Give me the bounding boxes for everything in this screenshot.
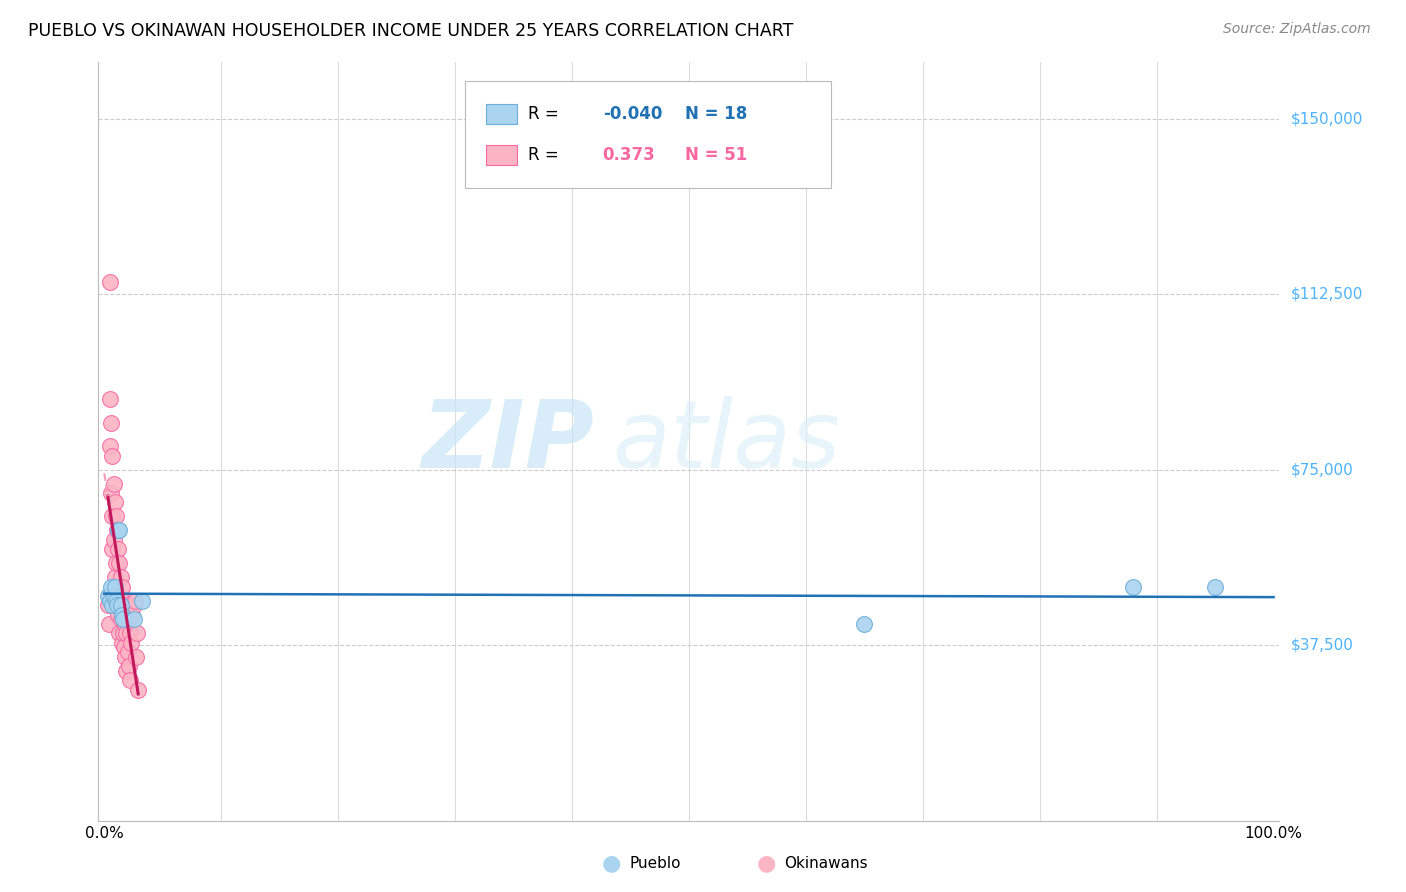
Point [105, 524, 128, 538]
Point [104, 556, 127, 570]
Point [104, 509, 127, 524]
Point [100, 486, 122, 500]
Point [105, 599, 128, 613]
Point [97, 589, 120, 603]
Point [107, 524, 129, 538]
Point [110, 599, 132, 613]
Point [101, 509, 124, 524]
Point [108, 626, 131, 640]
Point [1204, 580, 1226, 594]
Point [117, 645, 139, 659]
Point [97, 617, 120, 632]
Point [101, 542, 124, 557]
Point [110, 570, 132, 584]
Point [104, 580, 127, 594]
Point [131, 593, 153, 607]
Point [98, 392, 121, 407]
Point [114, 617, 136, 632]
Point [103, 533, 125, 547]
Point [107, 542, 129, 557]
Point [111, 593, 134, 607]
Text: Okinawans: Okinawans [785, 856, 868, 871]
Text: -0.040: -0.040 [603, 105, 662, 123]
Point [98, 439, 121, 453]
Point [111, 636, 134, 650]
Text: R =: R = [529, 105, 560, 123]
Point [127, 682, 149, 697]
Text: $37,500: $37,500 [1291, 638, 1354, 653]
Text: 0.373: 0.373 [603, 146, 655, 164]
Text: atlas: atlas [612, 396, 841, 487]
Point [120, 636, 142, 650]
Point [853, 617, 876, 632]
Point [110, 612, 132, 626]
Point [122, 612, 145, 626]
Point [118, 626, 141, 640]
Point [111, 626, 134, 640]
Point [118, 673, 141, 688]
Text: Pueblo: Pueblo [630, 856, 682, 871]
Point [108, 589, 131, 603]
Point [97, 599, 120, 613]
FancyBboxPatch shape [464, 81, 831, 187]
Text: PUEBLO VS OKINAWAN HOUSEHOLDER INCOME UNDER 25 YEARS CORRELATION CHART: PUEBLO VS OKINAWAN HOUSEHOLDER INCOME UN… [28, 22, 793, 40]
Point [122, 599, 145, 613]
Point [101, 599, 124, 613]
Point [104, 593, 127, 607]
Point [98, 593, 121, 607]
Point [105, 599, 128, 613]
Point [111, 607, 134, 622]
Point [114, 649, 136, 664]
Point [98, 276, 121, 290]
Point [103, 476, 125, 491]
Point [97, 589, 120, 603]
Point [118, 659, 141, 673]
Point [125, 626, 148, 640]
FancyBboxPatch shape [486, 145, 516, 165]
Text: ZIP: ZIP [422, 395, 595, 488]
Point [104, 495, 127, 509]
Point [124, 593, 146, 607]
Point [100, 416, 122, 430]
Text: $75,000: $75,000 [1291, 462, 1354, 477]
Point [104, 570, 127, 584]
Point [100, 580, 122, 594]
Point [104, 589, 127, 603]
Point [115, 626, 138, 640]
Point [112, 640, 135, 655]
Text: $112,500: $112,500 [1291, 286, 1362, 301]
Text: ●: ● [756, 854, 776, 873]
Point [103, 589, 125, 603]
Point [111, 580, 134, 594]
Point [117, 599, 139, 613]
Point [1122, 580, 1144, 594]
Point [107, 607, 129, 622]
Text: ●: ● [602, 854, 621, 873]
Point [111, 607, 134, 622]
Text: Source: ZipAtlas.com: Source: ZipAtlas.com [1223, 22, 1371, 37]
Point [108, 524, 131, 538]
Text: R =: R = [529, 146, 560, 164]
Point [121, 607, 143, 622]
Point [111, 612, 134, 626]
Text: N = 51: N = 51 [685, 146, 748, 164]
Point [115, 664, 138, 678]
Point [112, 607, 135, 622]
Point [118, 612, 141, 626]
Text: $150,000: $150,000 [1291, 112, 1362, 126]
FancyBboxPatch shape [486, 104, 516, 124]
Point [108, 556, 131, 570]
Point [101, 449, 124, 463]
Point [125, 649, 148, 664]
Text: N = 18: N = 18 [685, 105, 748, 123]
